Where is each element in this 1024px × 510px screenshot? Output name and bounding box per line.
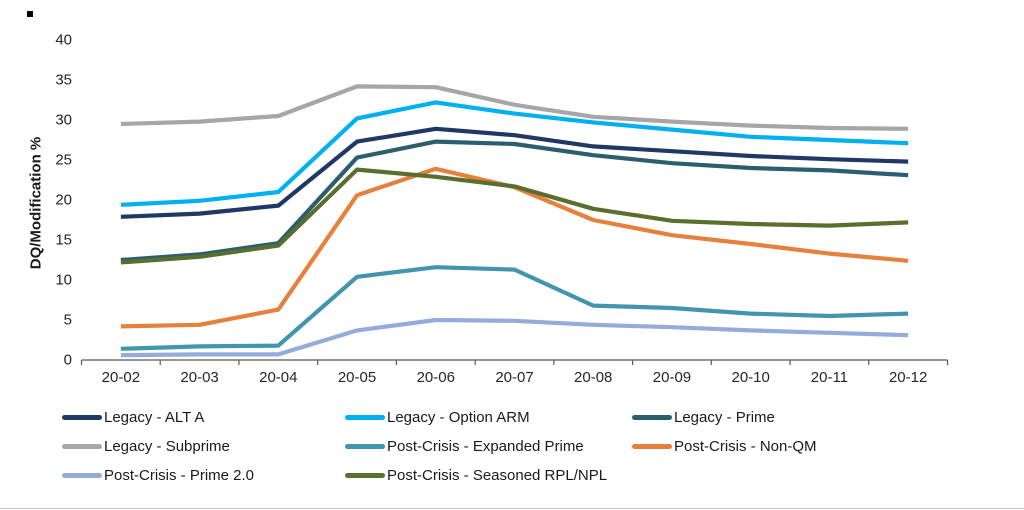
x-tick-label: 20-08 xyxy=(574,369,612,386)
series-line-legacy-prime xyxy=(120,139,909,263)
chart-legend: Legacy - ALT A Legacy - Option ARM Legacy … xyxy=(62,403,817,490)
y-tick-label: 15 xyxy=(55,232,72,249)
legend-item-post-crisis-seasoned-rpl-npl: Post-Crisis - Seasoned RPL/NPL xyxy=(345,467,632,484)
legend-swatch-post-crisis-prime-2-0 xyxy=(62,473,102,478)
x-tick-label: 20-06 xyxy=(417,369,455,386)
legend-swatch-legacy-alt-a xyxy=(62,415,102,420)
y-tick-label: 35 xyxy=(55,72,72,89)
legend-item-post-crisis-non-qm: Post-Crisis - Non-QM xyxy=(632,438,817,455)
y-tick-label: 10 xyxy=(55,272,72,289)
legend-item-legacy-option-arm: Legacy - Option ARM xyxy=(345,409,632,426)
x-tick-label: 20-07 xyxy=(495,369,533,386)
legend-label: Post-Crisis - Seasoned RPL/NPL xyxy=(387,467,608,484)
y-tick-label: 40 xyxy=(55,32,72,49)
legend-swatch-post-crisis-seasoned-rpl-npl xyxy=(345,473,385,478)
x-tick-label: 20-11 xyxy=(811,369,848,386)
legend-label: Post-Crisis - Non-QM xyxy=(674,438,817,455)
line-chart-plot-area: 0 5 10 15 20 25 30 35 40 20-02 20-03 20-04 20-05 20-0… xyxy=(55,32,949,386)
legend-swatch-legacy-prime xyxy=(632,415,672,420)
y-tick-label: 5 xyxy=(64,312,72,329)
legend-label: Legacy - Prime xyxy=(674,409,775,426)
legend-label: Legacy - ALT A xyxy=(104,409,205,426)
x-tick-label: 20-02 xyxy=(102,369,140,386)
legend-item-legacy-alt-a: Legacy - ALT A xyxy=(62,409,345,426)
legend-swatch-post-crisis-non-qm xyxy=(632,444,672,449)
x-tick-label: 20-09 xyxy=(653,369,691,386)
x-tick-label: 20-05 xyxy=(338,369,376,386)
legend-swatch-post-crisis-expanded-prime xyxy=(345,444,385,449)
series-line-legacy-alt-a xyxy=(120,126,909,219)
legend-swatch-legacy-subprime xyxy=(62,444,102,449)
bottom-rule xyxy=(0,508,1024,509)
series-line-post-crisis-expanded-prime xyxy=(120,265,909,351)
legend-swatch-legacy-option-arm xyxy=(345,415,385,420)
legend-label: Legacy - Subprime xyxy=(104,438,230,455)
legend-label: Post-Crisis - Expanded Prime xyxy=(387,438,584,455)
x-tick-label: 20-03 xyxy=(180,369,218,386)
y-tick-label: 0 xyxy=(64,352,72,369)
series-line-post-crisis-prime-2-0 xyxy=(120,317,909,358)
series-line-legacy-option-arm xyxy=(120,100,909,207)
legend-item-legacy-subprime: Legacy - Subprime xyxy=(62,438,345,455)
legend-item-legacy-prime: Legacy - Prime xyxy=(632,409,817,426)
legend-label: Post-Crisis - Prime 2.0 xyxy=(104,467,255,484)
x-tick-label: 20-04 xyxy=(259,369,297,386)
legend-label: Legacy - Option ARM xyxy=(387,409,530,426)
series-line-post-crisis-seasoned-rpl-npl xyxy=(120,167,909,265)
y-tick-label: 20 xyxy=(55,192,72,209)
y-tick-label: 25 xyxy=(55,152,72,169)
x-tick-label: 20-10 xyxy=(731,369,769,386)
y-tick-label: 30 xyxy=(55,112,72,129)
series-line-legacy-subprime xyxy=(120,84,909,131)
legend-item-post-crisis-expanded-prime: Post-Crisis - Expanded Prime xyxy=(345,438,632,455)
corner-artifact-mark xyxy=(27,11,33,17)
legend-item-post-crisis-prime-2-0: Post-Crisis - Prime 2.0 xyxy=(62,467,345,484)
x-tick-label: 20-12 xyxy=(889,369,927,386)
